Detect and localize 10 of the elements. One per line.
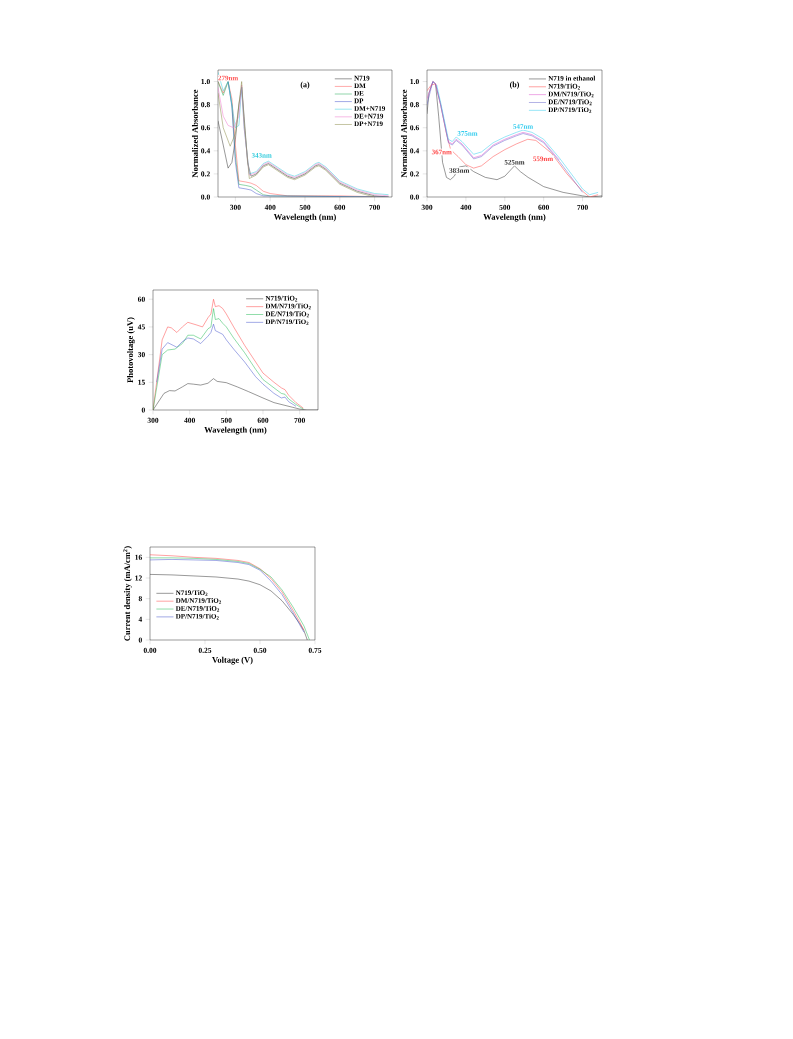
x-axis-title: Voltage (V) xyxy=(212,656,253,665)
y-axis-title: Normalized Absorbance xyxy=(191,89,198,178)
y-axis-title: Current density (mA/cm$^{2}$) xyxy=(123,546,132,641)
text: (b) xyxy=(509,81,520,89)
x-axis-title: Wavelength (nm) xyxy=(204,426,267,435)
y-axis-title: Photovoltage (uV) xyxy=(127,317,135,383)
x-axis-title: Wavelength (nm) xyxy=(273,213,336,222)
y-axis-title: Normalized Absorbance xyxy=(400,89,407,178)
x-axis-title: Wavelength (nm) xyxy=(483,213,546,222)
text: (a) xyxy=(300,81,310,89)
